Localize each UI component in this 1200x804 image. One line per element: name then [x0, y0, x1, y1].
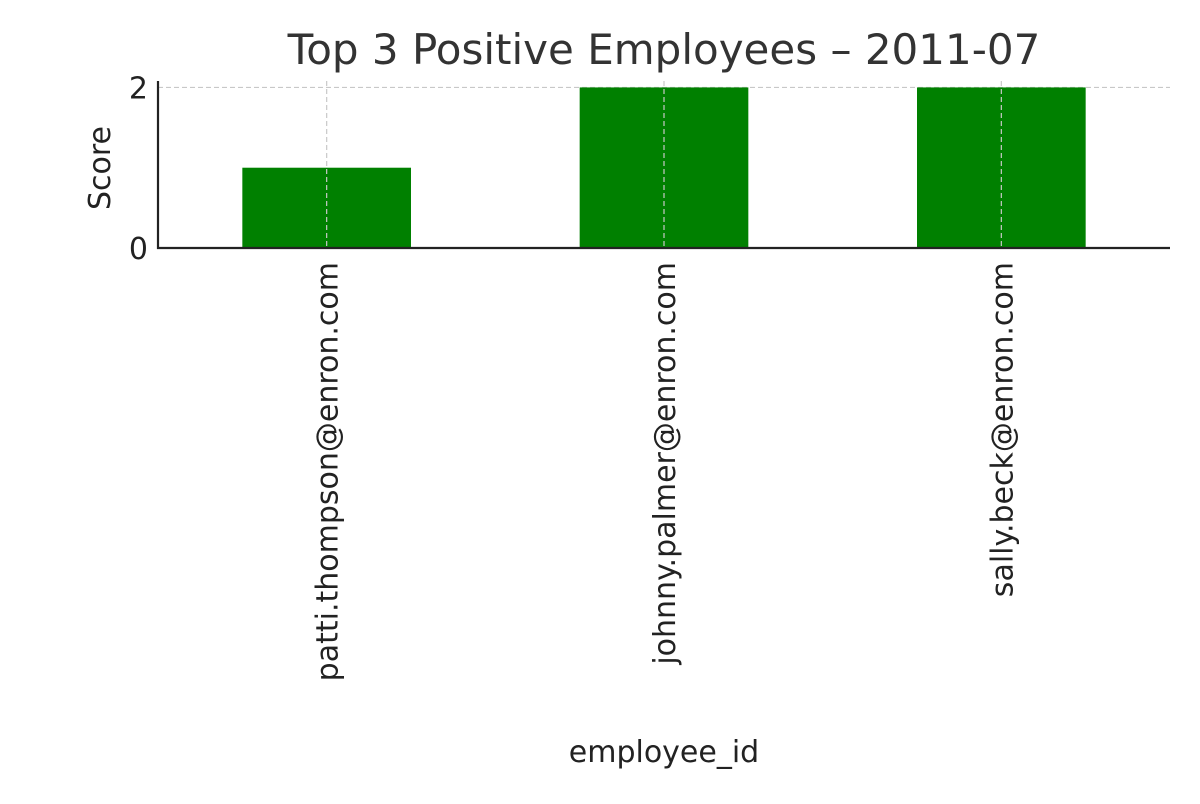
bars-layer: [242, 87, 1086, 248]
y-tick-label-0: 0: [129, 232, 148, 267]
y-ticks-layer: 02: [129, 71, 148, 267]
y-tick-label-1: 2: [129, 71, 148, 106]
x-tick-label-1: patti.thompson@enron.com: [311, 262, 346, 681]
bar-2: [579, 87, 749, 248]
bar-3: [917, 87, 1086, 248]
axes-layer: [156, 81, 1170, 250]
y-axis-label: Score: [83, 126, 118, 210]
chart-title: Top 3 Positive Employees – 2011-07: [287, 25, 1041, 74]
x-tick-label-2: johnny.palmer@enron.com: [648, 262, 683, 666]
vertical-grid-layer: [326, 81, 1002, 248]
x-tick-label-3: sally.beck@enron.com: [985, 262, 1020, 597]
x-axis-label: employee_id: [569, 735, 759, 770]
x-ticks-layer: patti.thompson@enron.com johnny.palmer@en…: [311, 262, 1021, 681]
